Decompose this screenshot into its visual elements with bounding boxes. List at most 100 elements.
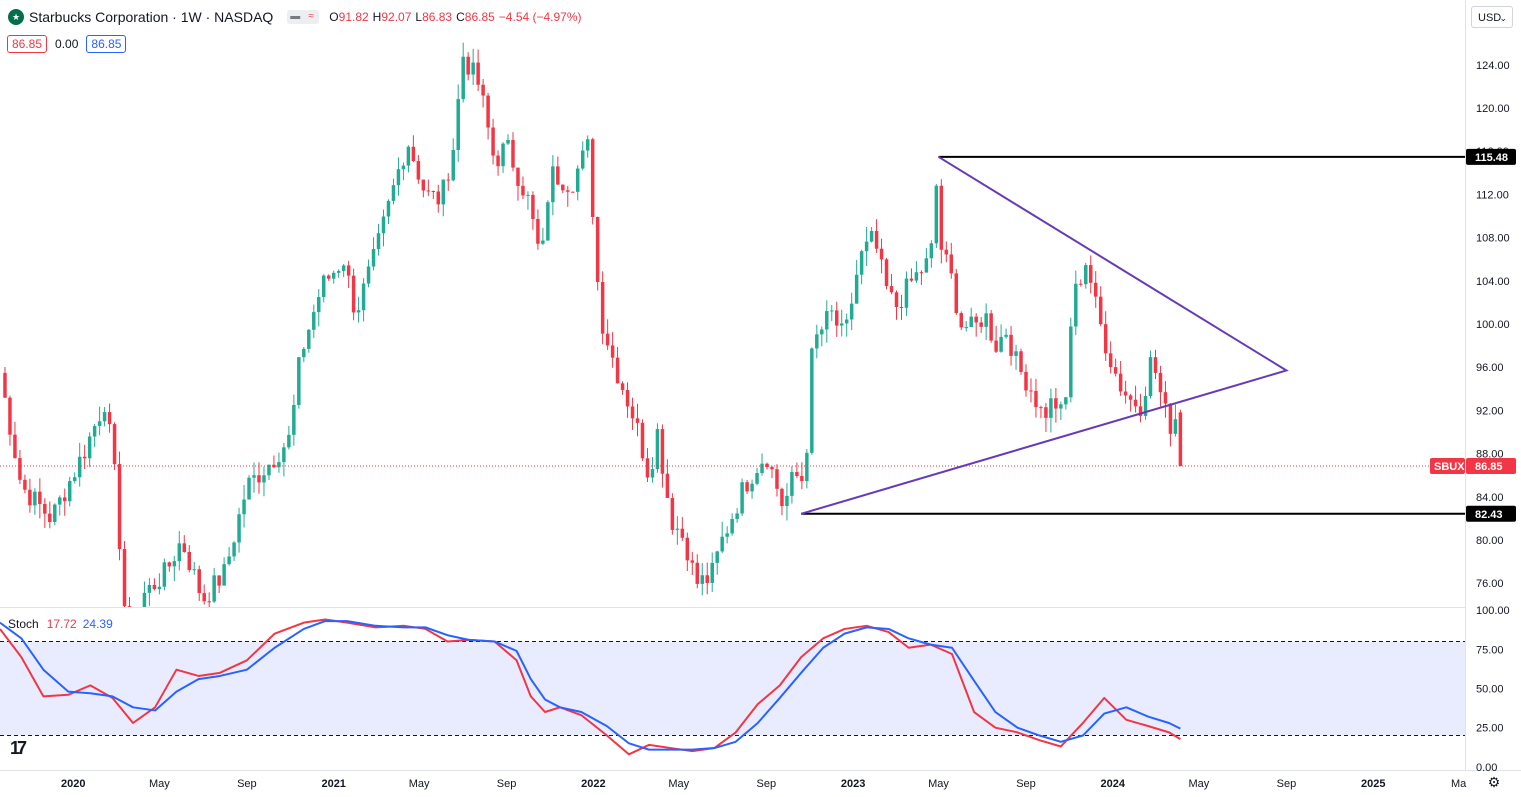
candle-body xyxy=(740,482,744,514)
starbucks-logo-icon: ★ xyxy=(8,9,24,25)
candle-body xyxy=(237,514,241,543)
candle-body xyxy=(645,458,650,478)
candles-group xyxy=(3,42,1183,607)
candle-body xyxy=(934,185,939,244)
candle-body xyxy=(755,473,759,484)
candle-body xyxy=(82,456,87,459)
stoch-tick-label: 25.00 xyxy=(1476,723,1504,735)
candle-body xyxy=(13,434,17,459)
candle-body xyxy=(939,185,944,250)
candle-body xyxy=(640,422,645,459)
candle-body xyxy=(715,551,719,563)
ticker-label-bg xyxy=(1430,458,1465,475)
price-tick-label: 108.00 xyxy=(1476,233,1510,245)
level-high-marker-bg xyxy=(1466,148,1516,165)
candle-body xyxy=(182,543,187,552)
candle-body xyxy=(481,84,485,96)
ohlc-close: C86.85 xyxy=(456,10,495,24)
candle-body xyxy=(1103,324,1108,354)
candle-body xyxy=(705,575,709,583)
candle-body xyxy=(516,167,520,186)
price-tick-label: 124.00 xyxy=(1476,60,1510,72)
candle-body xyxy=(844,319,849,324)
candle-body xyxy=(1093,282,1098,297)
candle-body xyxy=(1163,392,1168,404)
candle-body xyxy=(321,275,326,298)
chevron-down-icon: ⌄ xyxy=(1499,13,1507,23)
candle-body xyxy=(381,216,386,234)
candle-body xyxy=(3,372,7,398)
candle-body xyxy=(1039,407,1043,409)
candle-body xyxy=(730,518,734,534)
candle-body xyxy=(1098,296,1103,325)
candle-body xyxy=(849,303,854,320)
candle-body xyxy=(1044,407,1048,418)
stoch-legend[interactable]: Stoch 17.72 24.39 xyxy=(8,617,113,631)
candle-body xyxy=(8,397,12,435)
candle-body xyxy=(899,306,904,308)
candle-body xyxy=(775,469,779,489)
candle-body xyxy=(805,452,809,482)
candle-body xyxy=(1148,357,1153,397)
candle-body xyxy=(919,272,924,274)
candle-body xyxy=(650,469,655,478)
tradingview-logo-icon[interactable]: 17 xyxy=(10,738,27,758)
candle-body xyxy=(466,56,470,75)
time-tick-label: Sep xyxy=(757,778,777,790)
candle-body xyxy=(994,340,998,352)
candle-body xyxy=(904,278,909,308)
candle-body xyxy=(376,233,381,250)
candle-body xyxy=(436,191,441,205)
symbol-status-pill[interactable]: ▬ ≈ xyxy=(287,10,320,24)
ohlc-open: O91.82 xyxy=(329,10,369,24)
currency-label: USD xyxy=(1478,12,1502,24)
candle-body xyxy=(526,194,530,196)
candle-body xyxy=(576,168,580,192)
candle-body xyxy=(1138,406,1143,416)
symbol-title[interactable]: Starbucks Corporation · 1W · NASDAQ xyxy=(29,9,274,25)
stoch-d-line xyxy=(0,620,1181,751)
candle-body xyxy=(247,477,251,500)
candle-body xyxy=(685,537,690,561)
candle-body xyxy=(790,472,794,496)
candle-body xyxy=(541,240,545,244)
candle-body xyxy=(172,561,177,567)
sell-price-box[interactable]: 86.85 xyxy=(7,35,48,53)
candle-body xyxy=(431,190,436,192)
candle-body xyxy=(571,191,575,193)
candle-body xyxy=(167,562,172,567)
candle-body xyxy=(421,179,426,191)
candle-body xyxy=(97,421,102,427)
price-tick-label: 112.00 xyxy=(1476,189,1509,201)
candle-body xyxy=(655,429,660,470)
candle-body xyxy=(874,231,879,249)
candle-body xyxy=(1133,399,1138,407)
candle-body xyxy=(864,241,869,252)
candle-body xyxy=(127,606,132,607)
level-high-marker: 115.48 xyxy=(1475,152,1508,164)
candle-body xyxy=(954,273,959,314)
candle-body xyxy=(147,584,152,593)
gear-icon[interactable]: ⚙ xyxy=(1487,774,1501,790)
candle-body xyxy=(426,190,431,192)
candle-body xyxy=(187,551,192,571)
candle-body xyxy=(67,481,72,502)
candle-body xyxy=(177,543,182,562)
candle-body xyxy=(162,562,167,587)
buy-price-box[interactable]: 86.85 xyxy=(86,35,127,53)
candle-body xyxy=(521,185,525,196)
candle-body xyxy=(77,456,82,478)
candle-body xyxy=(351,275,356,313)
currency-select[interactable]: USD ⌄ xyxy=(1471,6,1513,28)
candle-body xyxy=(112,424,117,465)
candle-body xyxy=(1069,326,1073,398)
stoch-tick-label: 100.00 xyxy=(1476,605,1510,617)
delay-icon: ≈ xyxy=(303,10,320,24)
candle-body xyxy=(815,334,819,349)
candle-body xyxy=(800,476,804,482)
candle-body xyxy=(770,467,774,470)
ohlc-high: H92.07 xyxy=(372,10,412,24)
candle-body xyxy=(820,329,824,335)
time-tick-label: 2022 xyxy=(581,778,605,790)
